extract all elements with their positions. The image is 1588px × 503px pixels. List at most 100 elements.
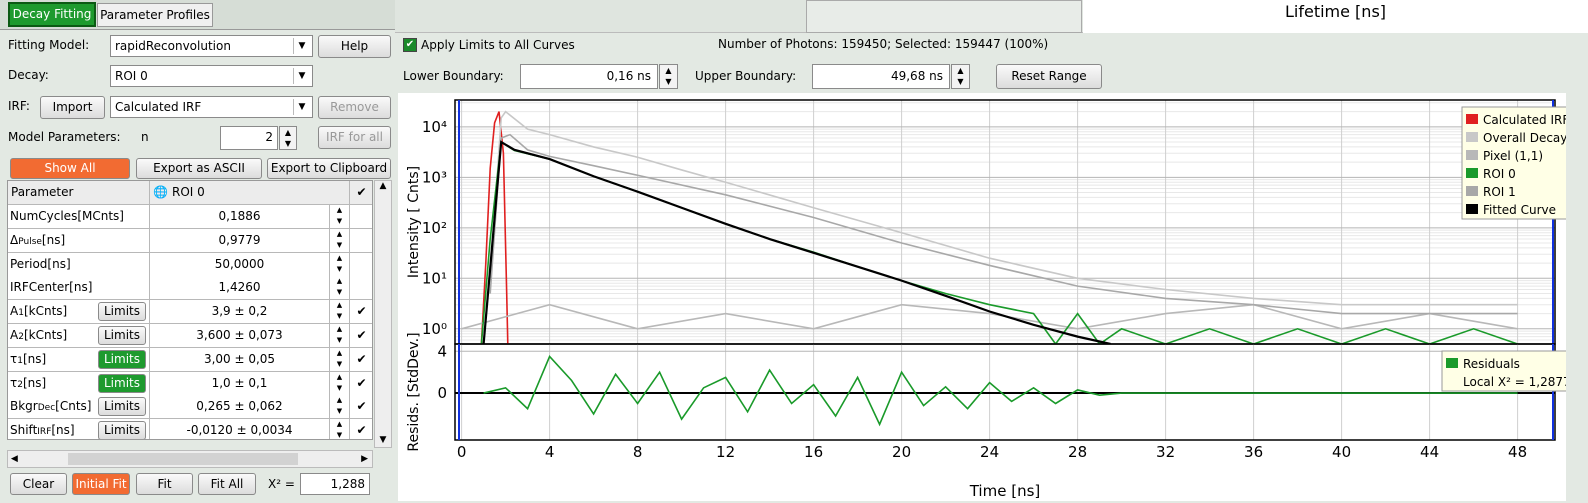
spinner[interactable]: ▲ ▼ [330,347,350,372]
x-tick-label: 40 [1332,443,1351,461]
fit-checkbox[interactable]: ✔ [350,371,372,396]
limits-button[interactable]: Limits [98,421,146,439]
fit-checkbox[interactable]: ✔ [350,419,372,439]
parameter-name: A1[kCnts] Limits [8,300,150,325]
parameter-value: 1,4260 [150,276,330,301]
spinner[interactable]: ▲ ▼ [330,205,350,229]
dropdown[interactable]: ROI 0 ▼ [110,65,313,87]
lifetime-header: Lifetime [ns] [1083,0,1588,33]
button[interactable]: Fit [136,473,193,495]
fit-checkbox[interactable] [350,228,372,253]
fit-checkbox[interactable] [350,252,372,277]
parameter-value: 3,00 ± 0,05 [150,347,330,372]
fit-checkbox[interactable]: ✔ [350,324,372,348]
limits-button[interactable]: Limits [98,397,146,417]
dropdown[interactable]: Calculated IRF ▼ [110,96,313,118]
fit-checkbox[interactable]: ✔ [350,395,372,420]
button[interactable]: Fit All [198,473,256,495]
name-subscript: Dec [37,403,56,414]
name-text: Δ [10,232,19,247]
fit-checkbox[interactable]: ✔ [350,300,372,325]
spinner[interactable]: ▲ ▼ [330,324,350,348]
spinner[interactable]: ▲ ▼ [330,419,350,439]
input[interactable]: 0,16 ns [520,64,658,89]
check-header[interactable]: ✔ [350,181,372,205]
parameter-value: 0,9779 [150,228,330,253]
limits-button[interactable]: Limits [98,326,146,345]
button[interactable]: Import [40,96,105,119]
button[interactable]: IRF for all [318,126,391,149]
fit-checkbox[interactable] [350,205,372,229]
parameter-value: 0,1886 [150,205,330,229]
column-header-text: ROI 0 [172,185,205,199]
spinner[interactable]: ▲ ▼ [330,276,350,301]
name-text: Period[ns] [10,256,71,271]
fit-checkbox[interactable]: ✔ [350,347,372,372]
button[interactable]: Export as ASCII [136,158,262,179]
button[interactable]: Initial Fit [72,473,130,495]
y-axis-label: Resids. [StdDev.] [406,332,422,451]
parameter-value: 0,265 ± 0,062 [150,395,330,420]
scrollbar[interactable]: ◀ ▶ [7,450,373,468]
spinner[interactable]: ▲ ▼ [330,252,350,277]
button[interactable]: Show All [10,158,130,179]
limits-button[interactable]: Limits [98,373,146,393]
series-line [489,110,1518,306]
button[interactable]: Reset Range [996,64,1102,89]
y-tick-label: 10³ [422,168,447,186]
label: Χ² = [268,477,295,491]
name-text: NumCycles[MCnts] [10,209,124,223]
x-axis-label: Time [ns] [969,482,1041,500]
spinner-input[interactable]: 2 [220,126,278,150]
name-unit: [ns] [22,375,47,390]
x-tick-label: 16 [804,443,823,461]
legend-label: Calculated IRF [1483,113,1566,127]
x-tick-label: 36 [1244,443,1263,461]
button[interactable]: Remove [318,96,391,119]
spinner[interactable]: ▲ ▼ [951,64,970,89]
parameter-name: NumCycles[MCnts] [8,205,150,229]
tab[interactable]: Parameter Profiles [97,3,213,27]
button[interactable]: Clear [10,473,67,495]
spinner[interactable]: ▲ ▼ [330,395,350,420]
button[interactable]: Help [318,35,391,58]
dropdown-arrow: ▼ [293,38,310,54]
tab[interactable]: Decay Fitting [8,2,96,27]
y-tick-label: 0 [437,384,447,402]
dropdown-arrow: ▼ [293,68,310,84]
spinner[interactable]: ▲ ▼ [279,126,297,150]
parameter-name: ShiftIRF[ns] Limits [8,419,150,439]
parameter-name: τ2[ns] Limits [8,371,150,396]
spinner[interactable]: ▲ ▼ [330,228,350,253]
parameter-name: BkgrDec[Cnts] Limits [8,395,150,420]
checkbox[interactable]: ✔ [403,38,417,52]
dropdown-value: ROI 0 [115,69,148,83]
button[interactable]: Export to Clipboard [267,158,391,179]
name-text: IRFCenter[ns] [10,280,93,295]
legend-label: Pixel (1,1) [1483,149,1543,163]
name-unit: [ns] [51,423,75,438]
spinner[interactable]: ▲ ▼ [330,371,350,396]
parameter-name: IRFCenter[ns] [8,276,150,301]
dropdown-value: Calculated IRF [115,100,202,114]
annotation: Local Χ² = 1,2877 [1463,375,1566,389]
legend-label: Overall Decay [1483,131,1566,145]
fit-checkbox[interactable] [350,276,372,301]
legend-swatch [1446,358,1458,368]
dropdown-value: rapidReconvolution [115,39,231,53]
name-subscript: 1 [17,355,23,366]
series-line [480,111,509,344]
x-tick-label: 20 [892,443,911,461]
column-header: Parameter [8,181,150,205]
scrollbar[interactable]: ▲ ▼ [374,180,392,448]
plot-frame [454,343,1556,441]
input[interactable]: 49,68 ns [812,64,950,89]
y-tick-label: 10¹ [422,269,447,287]
dropdown[interactable]: rapidReconvolution ▼ [110,35,313,57]
limits-button[interactable]: Limits [98,349,146,369]
limits-button[interactable]: Limits [98,302,146,322]
spinner[interactable]: ▲ ▼ [659,64,678,89]
parameter-name: τ1[ns] Limits [8,347,150,372]
spinner[interactable]: ▲ ▼ [330,300,350,325]
